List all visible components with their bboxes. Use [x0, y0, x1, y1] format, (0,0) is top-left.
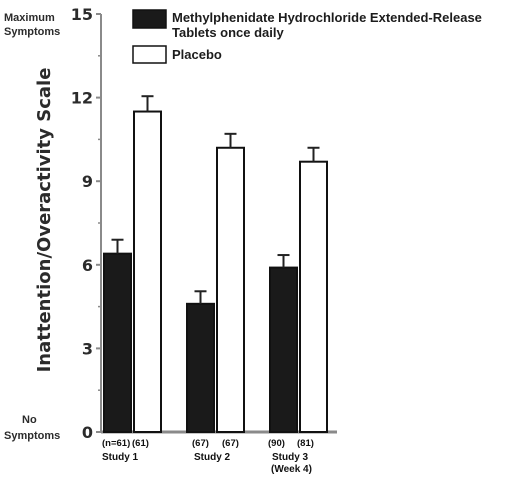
bar-methylphenidate-study-1: [103, 252, 132, 433]
no-symptoms-label-line2: Symptoms: [4, 430, 60, 442]
no-symptoms-label-line1: No: [22, 414, 37, 426]
bar-methylphenidate-study-2: [186, 302, 215, 433]
max-symptoms-label-line1: Maximum: [4, 12, 55, 24]
y-tick-label: 15: [71, 5, 93, 24]
legend-label-placebo: Placebo: [172, 47, 222, 62]
y-tick-label: 6: [82, 256, 93, 275]
bar-placebo-study-3: [299, 160, 328, 433]
sample-size-label: (61): [132, 438, 149, 449]
bar-methylphenidate-study-3: [269, 266, 298, 433]
y-tick-label: 3: [82, 339, 93, 358]
legend: Methylphenidate Hydrochloride Extended-R…: [132, 9, 482, 64]
bar-placebo-study-1: [133, 110, 162, 434]
legend-swatch-methylphenidate: [132, 9, 167, 29]
sample-size-label: (67): [192, 438, 209, 449]
category-label: (Week 4): [271, 464, 312, 475]
category-label: Study 2: [194, 452, 231, 463]
legend-label-methylphenidate-line2: Tablets once daily: [172, 25, 285, 40]
bar-placebo-study-2: [216, 146, 245, 433]
sample-size-label: (67): [222, 438, 239, 449]
category-label: Study 3: [272, 452, 309, 463]
category-label: Study 1: [102, 452, 139, 463]
sample-size-label: (90): [268, 438, 285, 449]
max-symptoms-label-line2: Symptoms: [4, 26, 60, 38]
legend-swatch-placebo: [132, 45, 167, 64]
y-axis-label: Inattention/Overactivity Scale: [34, 68, 55, 373]
y-tick-label: 9: [82, 172, 93, 191]
sample-size-label: (81): [297, 438, 314, 449]
y-tick-label: 12: [71, 89, 93, 108]
legend-label-methylphenidate-line1: Methylphenidate Hydrochloride Extended-R…: [172, 10, 482, 25]
sample-size-label: (n=61): [102, 438, 130, 449]
y-tick-label: 0: [82, 423, 93, 442]
